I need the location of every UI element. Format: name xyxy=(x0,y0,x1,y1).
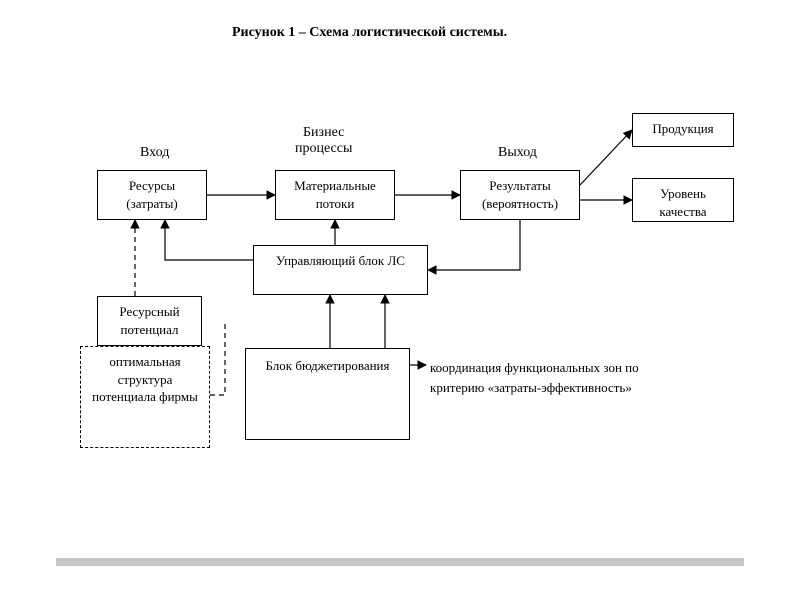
node-quality: Уровень качества xyxy=(632,178,734,222)
note-coordination: координация функциональных зон по критер… xyxy=(430,358,639,398)
node-potential: Ресурсный потенциал xyxy=(97,296,202,346)
label-input: Вход xyxy=(140,145,169,161)
label-process: Бизнес процессы xyxy=(295,125,352,157)
node-flows: Материальные потоки xyxy=(275,170,395,220)
label-output: Выход xyxy=(498,145,537,161)
node-budget: Блок бюджетирования xyxy=(245,348,410,440)
node-results: Результаты (вероятность) xyxy=(460,170,580,220)
footer-bar xyxy=(56,558,744,566)
figure-title: Рисунок 1 – Схема логистической системы. xyxy=(232,24,552,43)
node-resources: Ресурсы (затраты) xyxy=(97,170,207,220)
edge-results-to-ctrl xyxy=(428,220,520,270)
node-product: Продукция xyxy=(632,113,734,147)
node-control: Управляющий блок ЛС xyxy=(253,245,428,295)
edge-struct-to-pot1 xyxy=(210,320,225,395)
edge-ctrl-to-res xyxy=(165,220,253,260)
node-structure: оптимальная структура потенциала фирмы xyxy=(80,346,210,448)
diagram-canvas: Рисунок 1 – Схема логистической системы.… xyxy=(0,0,800,600)
edge-results-to-prod xyxy=(580,130,632,185)
